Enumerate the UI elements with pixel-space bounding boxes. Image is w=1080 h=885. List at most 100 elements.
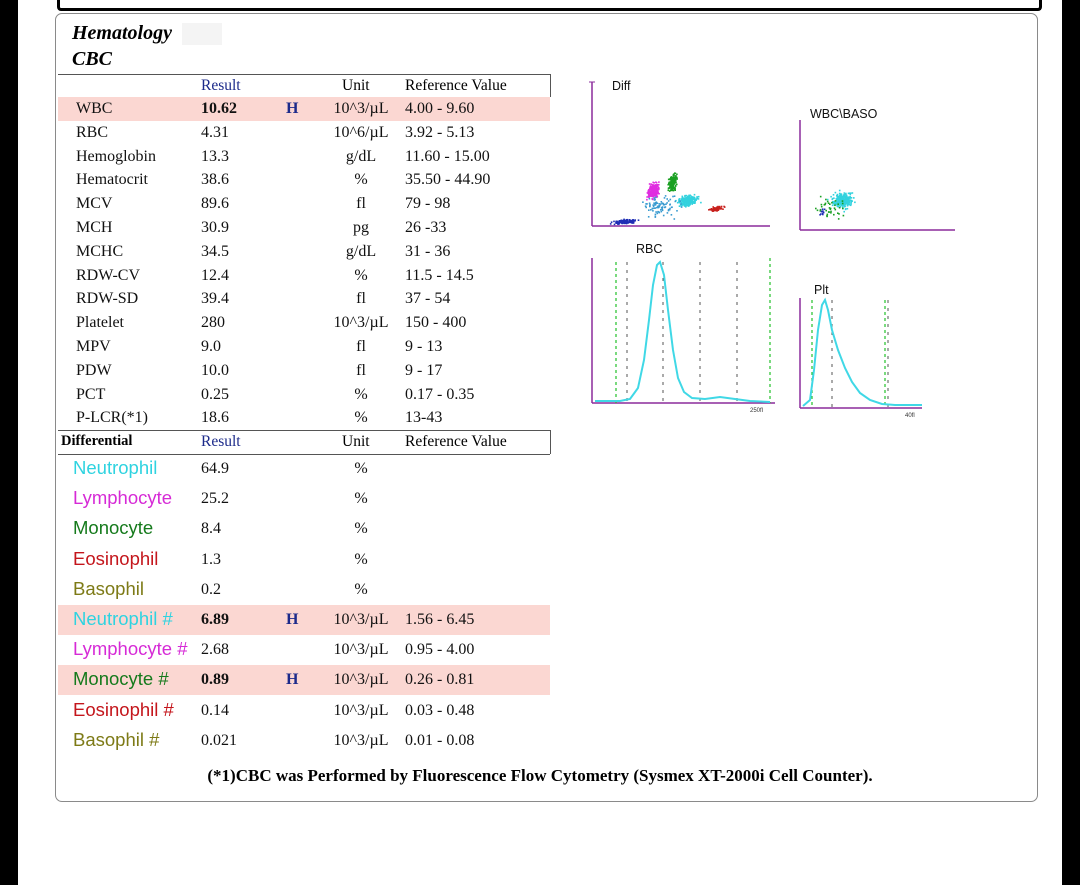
cbc-header-right-line <box>550 74 551 97</box>
cell-unit: g/dL <box>345 147 377 165</box>
table-row: Lymphocyte # 2.68 10^3/µL 0.95 - 4.00 <box>58 635 550 665</box>
table-row: Neutrophil # 6.89 H 10^3/µL 1.56 - 6.45 <box>58 605 550 635</box>
cbc-header-top-line <box>58 74 550 75</box>
diff-header-unit: Unit <box>342 433 370 450</box>
cell-result: 9.0 <box>201 338 221 355</box>
table-row: MCV 89.6 fl 79 - 98 <box>58 192 550 216</box>
cell-name: Platelet <box>76 314 124 332</box>
table-row: Monocyte 8.4% <box>58 514 550 544</box>
cell-name: PDW <box>76 361 112 379</box>
right-black-border <box>1062 0 1080 885</box>
cell-name: Basophil # <box>73 728 160 750</box>
cell-flag: H <box>286 671 299 689</box>
cell-ref: 0.03 - 0.48 <box>405 701 475 719</box>
cell-result: 39.4 <box>201 290 229 308</box>
cell-unit: % <box>354 550 368 568</box>
cell-result: 1.3 <box>201 550 221 568</box>
cell-unit: % <box>354 580 368 598</box>
cell-name: Eosinophil <box>73 547 159 569</box>
cell-name: Hematocrit <box>76 171 148 189</box>
table-row: Platelet 280 10^3/µL 150 - 400 <box>58 311 550 335</box>
cell-name: MPV <box>76 338 111 355</box>
table-row: Eosinophil 1.3% <box>58 545 550 575</box>
cell-ref: 0.17 - 0.35 <box>405 385 475 403</box>
cell-ref: 37 - 54 <box>405 290 451 308</box>
cell-name: Eosinophil # <box>73 698 174 720</box>
cell-ref: 0.01 - 0.08 <box>405 731 475 749</box>
cell-name: MCV <box>76 195 113 213</box>
cell-ref: 9 - 17 <box>405 361 443 379</box>
cell-result: 0.89 <box>201 671 229 689</box>
cell-unit: % <box>354 385 368 403</box>
cell-unit: % <box>354 490 368 508</box>
cell-name: RBC <box>76 123 109 141</box>
cell-ref: 0.26 - 0.81 <box>405 671 475 689</box>
cell-result: 0.2 <box>201 580 221 598</box>
cell-name: Basophil <box>73 577 144 599</box>
cell-unit: fl <box>356 338 366 355</box>
table-row: Basophil # 0.021 10^3/µL 0.01 - 0.08 <box>58 726 550 756</box>
cell-result: 30.9 <box>201 219 229 236</box>
table-row: Hematocrit 38.6% 35.50 - 44.90 <box>58 168 550 192</box>
table-row: PDW 10.0 fl 9 - 17 <box>58 359 550 383</box>
cell-name: Lymphocyte <box>73 487 173 509</box>
diff-header-result: Result <box>201 433 241 450</box>
footnote: (*1)CBC was Performed by Fluorescence Fl… <box>207 766 873 785</box>
cell-name: Neutrophil # <box>73 608 173 629</box>
table-row: Hemoglobin 13.3 g/dL 11.60 - 15.00 <box>58 145 550 169</box>
table-row: Neutrophil 64.9% <box>58 454 550 484</box>
top-frame <box>57 0 1042 11</box>
cell-unit: 10^3/µL <box>333 100 389 117</box>
cell-result: 8.4 <box>201 520 221 538</box>
cell-result: 2.68 <box>201 641 229 659</box>
cell-name: RDW-CV <box>76 266 140 284</box>
cell-ref: 35.50 - 44.90 <box>405 171 491 189</box>
table-row: MCH 30.9 pg 26 -33 <box>58 216 550 240</box>
cell-ref: 79 - 98 <box>405 195 451 213</box>
cell-unit: 10^3/µL <box>333 314 389 332</box>
diff-header-bottom-line <box>58 454 550 455</box>
cbc-header-reference: Reference Value <box>405 77 507 94</box>
cell-result: 38.6 <box>201 171 229 189</box>
cell-result: 0.021 <box>201 731 237 749</box>
cell-ref: 31 - 36 <box>405 242 451 260</box>
cell-ref: 9 - 13 <box>405 338 443 355</box>
cell-name: Hemoglobin <box>76 147 156 165</box>
section-title: Hematology <box>72 22 172 44</box>
cell-unit: 10^3/µL <box>333 701 389 719</box>
cell-unit: fl <box>356 290 366 308</box>
cell-unit: 10^3/µL <box>333 611 389 628</box>
cell-name: Monocyte # <box>73 668 169 690</box>
cell-result: 89.6 <box>201 195 229 213</box>
cell-flag: H <box>286 100 299 117</box>
table-row: P-LCR(*1) 18.6% 13-43 <box>58 406 550 430</box>
cell-name: P-LCR(*1) <box>76 409 148 427</box>
cell-unit: % <box>354 520 368 538</box>
cell-unit: pg <box>353 219 369 236</box>
cell-name: Monocyte <box>73 517 154 539</box>
cell-unit: fl <box>356 361 366 379</box>
cell-ref: 26 -33 <box>405 219 447 236</box>
cell-ref: 1.56 - 6.45 <box>405 611 475 628</box>
cell-unit: % <box>354 460 368 477</box>
cell-result: 34.5 <box>201 242 229 260</box>
cell-unit: % <box>354 266 368 284</box>
diff-header-top-line <box>58 430 550 431</box>
table-row: PCT 0.25% 0.17 - 0.35 <box>58 383 550 407</box>
cell-result: 6.89 <box>201 611 229 628</box>
cbc-header-result: Result <box>201 77 241 94</box>
cell-result: 12.4 <box>201 266 229 284</box>
cell-name: PCT <box>76 385 106 403</box>
cell-result: 4.31 <box>201 123 229 141</box>
sub-title: CBC <box>72 48 113 70</box>
cell-ref: 11.5 - 14.5 <box>405 266 474 284</box>
cell-result: 25.2 <box>201 490 229 508</box>
cell-unit: fl <box>356 195 366 213</box>
table-row: MCHC 34.5 g/dL 31 - 36 <box>58 240 550 264</box>
cell-unit: 10^3/µL <box>333 641 389 659</box>
table-row: Lymphocyte 25.2% <box>58 484 550 514</box>
cell-name: RDW-SD <box>76 290 139 308</box>
title-shade <box>182 23 222 45</box>
cell-result: 13.3 <box>201 147 229 165</box>
cell-name: WBC <box>76 100 113 117</box>
